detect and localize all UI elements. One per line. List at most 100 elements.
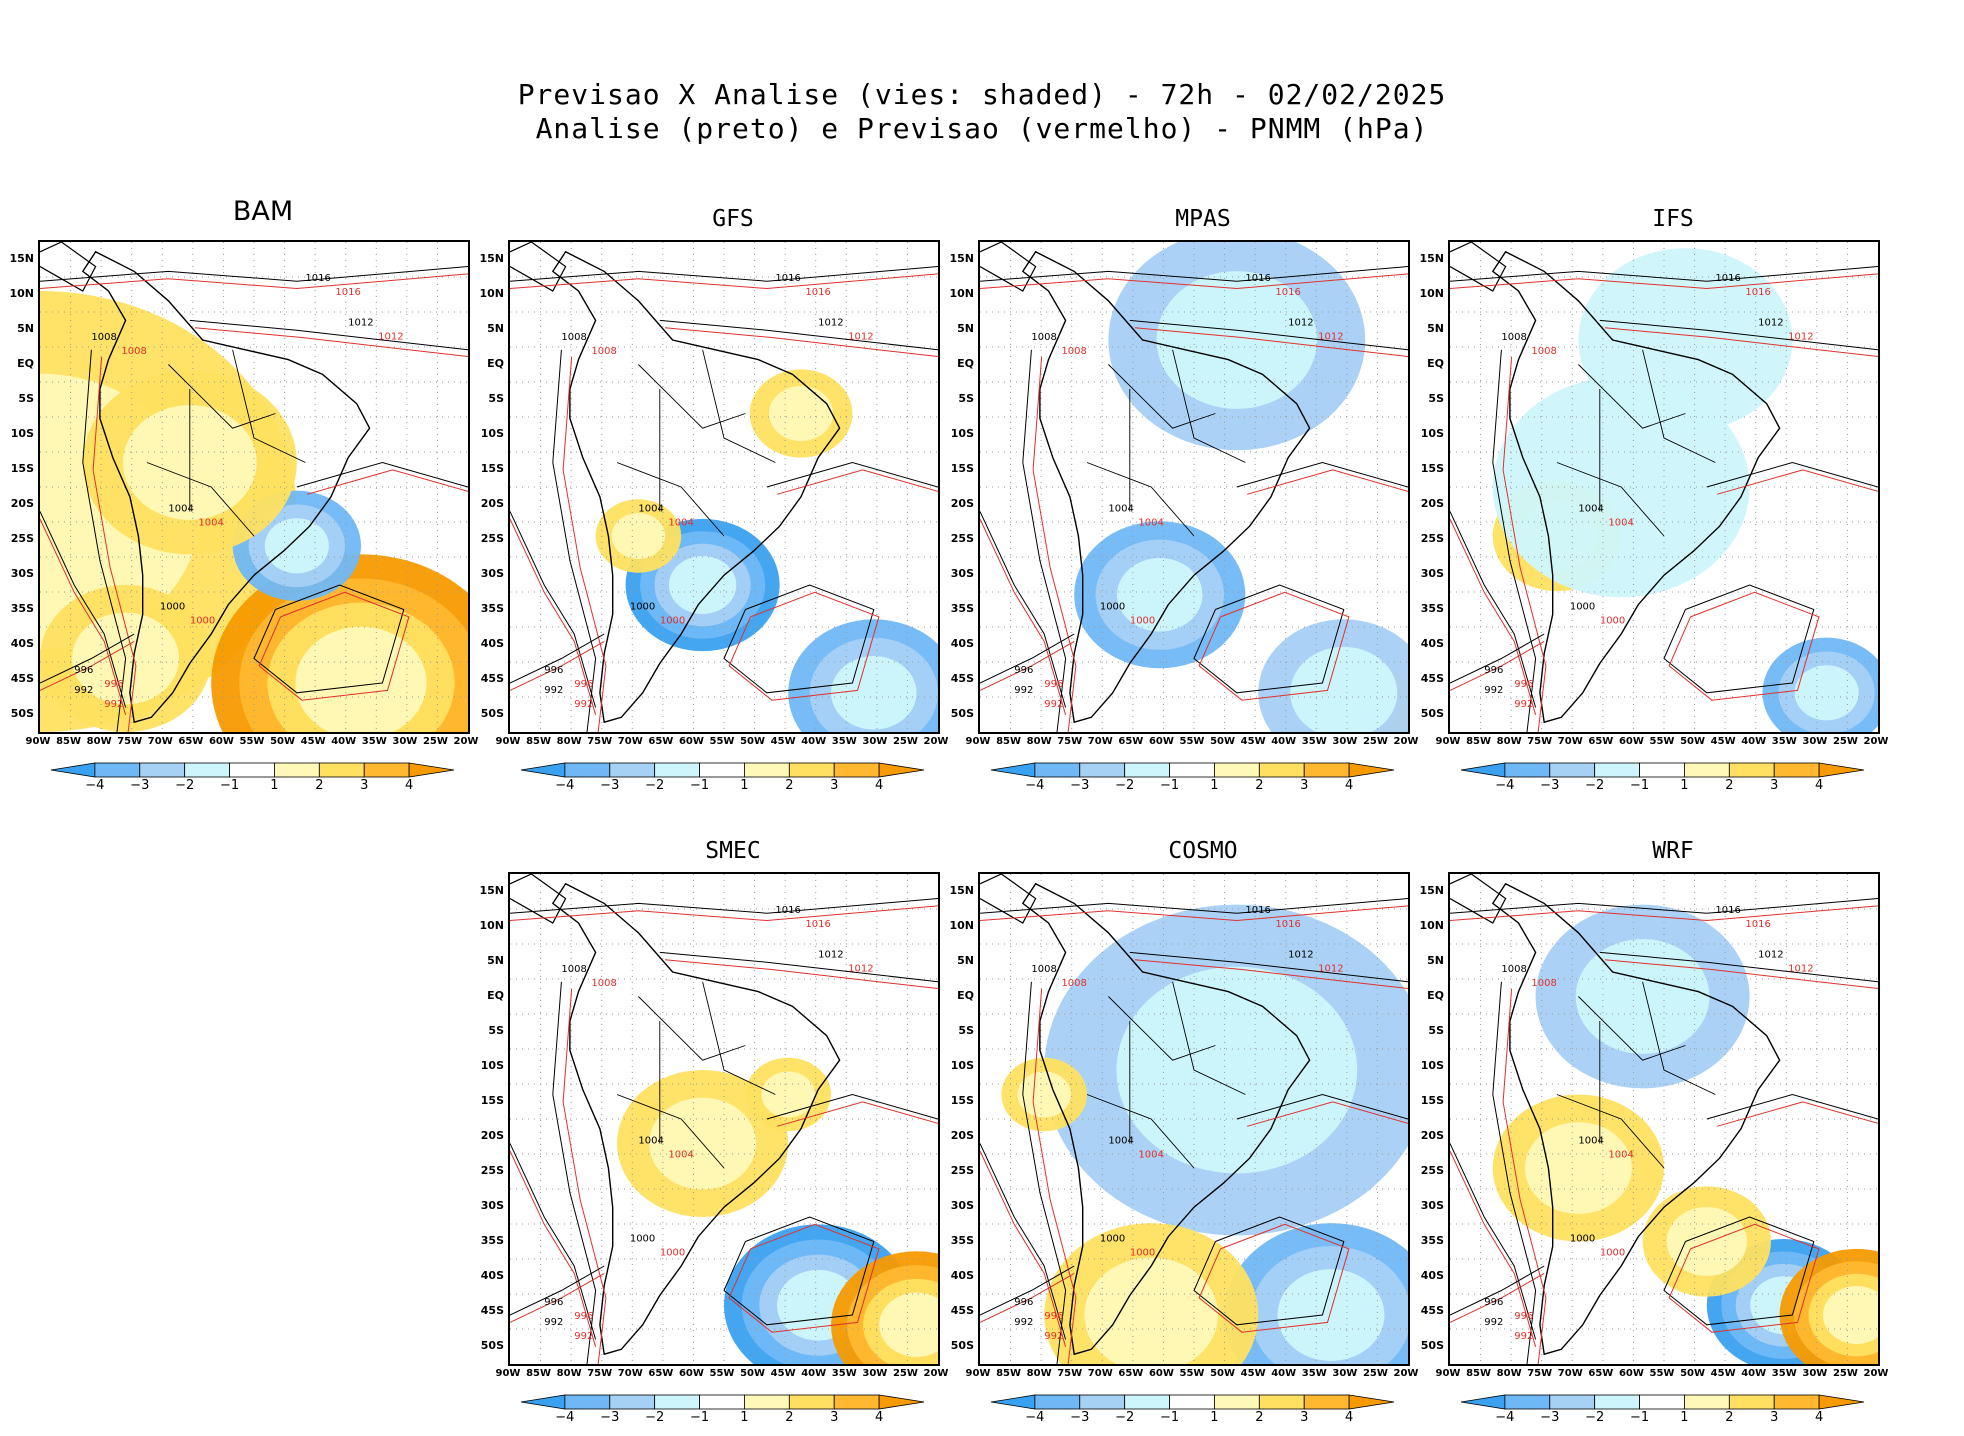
lon-label-ifs-13: 25W bbox=[1832, 736, 1858, 747]
isobar-forecast-3 bbox=[1450, 518, 1537, 715]
lon-label-wrf-5: 65W bbox=[1588, 1368, 1614, 1379]
coastline-central-america bbox=[40, 242, 97, 292]
isobar-label-analysis-2: 1008 bbox=[91, 332, 116, 343]
isobar-analysis-4 bbox=[1193, 584, 1345, 694]
isobar-label-forecast-3: 1004 bbox=[668, 518, 693, 529]
isobar-label-forecast-4: 1000 bbox=[660, 616, 685, 627]
lon-label-cosmo-7: 55W bbox=[1179, 1368, 1205, 1379]
lon-label-mpas-2: 80W bbox=[1026, 736, 1052, 747]
lat-label-gfs-1: 10N bbox=[479, 287, 504, 300]
colorbar-label-cosmo-4: 1 bbox=[1210, 1410, 1219, 1425]
map-canvas-mpas: 1016 1016 1012 1012 1008 1008 1004 1004 1000 1000… bbox=[980, 242, 1408, 732]
lon-label-smec-1: 85W bbox=[526, 1368, 552, 1379]
lon-label-smec-8: 50W bbox=[740, 1368, 766, 1379]
isobar-label-analysis-3: 1004 bbox=[1578, 504, 1603, 515]
lon-label-bam-1: 85W bbox=[56, 736, 82, 747]
isobar-label-analysis-1: 1012 bbox=[1758, 949, 1783, 960]
lat-label-gfs-11: 40S bbox=[480, 637, 504, 650]
bias-area-cosmo-0-1 bbox=[1116, 966, 1358, 1174]
colorbar-swatch-smec-2 bbox=[609, 1394, 656, 1410]
lon-label-cosmo-9: 45W bbox=[1240, 1368, 1266, 1379]
coastline-south-america bbox=[1021, 882, 1311, 1356]
isobar-label-analysis-6: 992 bbox=[74, 685, 93, 696]
lat-label-bam-4: 5S bbox=[18, 392, 34, 405]
colorbar-swatch-mpas-8 bbox=[1348, 762, 1395, 778]
colorbar-label-bam-5: 2 bbox=[315, 778, 324, 793]
colorbar-bam bbox=[50, 762, 456, 782]
colorbar-label-gfs-1: −3 bbox=[600, 778, 620, 793]
colorbar-swatch-mpas-0 bbox=[990, 762, 1036, 778]
lat-label-ifs-5: 10S bbox=[1420, 427, 1444, 440]
isobar-analysis-5 bbox=[766, 461, 938, 488]
isobar-label-forecast-3: 1004 bbox=[1138, 518, 1163, 529]
country-border-3 bbox=[1642, 349, 1716, 463]
lat-label-smec-5: 10S bbox=[480, 1059, 504, 1072]
map-canvas-gfs: 1016 1016 1012 1012 1008 1008 1004 1004 1000 1000… bbox=[510, 242, 938, 732]
lon-label-cosmo-4: 70W bbox=[1087, 1368, 1113, 1379]
lat-label-ifs-9: 30S bbox=[1420, 567, 1444, 580]
lon-label-cosmo-11: 35W bbox=[1301, 1368, 1327, 1379]
lon-label-wrf-12: 30W bbox=[1802, 1368, 1828, 1379]
isobar-analysis-5 bbox=[1236, 1093, 1408, 1120]
colorbar-swatch-gfs-3 bbox=[654, 762, 700, 778]
isobar-analysis-6 bbox=[40, 633, 135, 684]
lon-label-smec-0: 90W bbox=[495, 1368, 521, 1379]
panel-title-wrf: WRF bbox=[1652, 838, 1694, 864]
country-border-0 bbox=[1578, 364, 1686, 429]
lat-label-mpas-8: 25S bbox=[950, 532, 974, 545]
colorbar-label-smec-0: −4 bbox=[555, 1410, 575, 1425]
lat-label-gfs-12: 45S bbox=[480, 672, 504, 685]
lat-label-mpas-13: 50S bbox=[950, 707, 974, 720]
lat-label-smec-2: 5N bbox=[487, 954, 504, 967]
colorbar-label-wrf-4: 1 bbox=[1680, 1410, 1689, 1425]
bias-area-cosmo-3-1 bbox=[1017, 1071, 1071, 1118]
isobar-forecast-0 bbox=[510, 273, 938, 290]
figure-title-line1: Previsao X Analise (vies: shaded) - 72h … bbox=[517, 78, 1447, 111]
isobar-analysis-1 bbox=[1599, 319, 1878, 351]
isobar-label-forecast-3: 1004 bbox=[1608, 518, 1633, 529]
isobar-label-analysis-5: 996 bbox=[544, 665, 563, 676]
isobar-analysis-1 bbox=[1129, 319, 1408, 351]
country-border-0 bbox=[1108, 364, 1216, 429]
colorbar-swatch-ifs-4 bbox=[1639, 762, 1685, 778]
isobar-analysis-3 bbox=[510, 511, 597, 708]
colorbar-label-smec-6: 3 bbox=[830, 1410, 839, 1425]
lat-label-bam-5: 10S bbox=[10, 427, 34, 440]
isobar-forecast-3 bbox=[40, 518, 127, 715]
isobar-analysis-4 bbox=[1193, 1216, 1345, 1326]
lat-label-bam-7: 20S bbox=[10, 497, 34, 510]
lat-label-smec-13: 50S bbox=[480, 1339, 504, 1352]
colorbar-label-mpas-7: 4 bbox=[1344, 778, 1354, 793]
isobar-label-analysis-0: 1016 bbox=[1715, 905, 1740, 916]
colorbar-label-mpas-0: −4 bbox=[1025, 778, 1045, 793]
isobar-analysis-0 bbox=[1450, 898, 1878, 914]
isobar-forecast-6 bbox=[40, 640, 135, 691]
isobar-analysis-5 bbox=[1706, 461, 1878, 488]
lon-label-ifs-9: 45W bbox=[1710, 736, 1736, 747]
lat-label-bam-6: 15S bbox=[10, 462, 34, 475]
lat-label-mpas-10: 35S bbox=[950, 602, 974, 615]
lat-label-smec-8: 25S bbox=[480, 1164, 504, 1177]
lat-label-ifs-13: 50S bbox=[1420, 707, 1444, 720]
isobar-forecast-2 bbox=[562, 989, 607, 1364]
colorbar-label-gfs-6: 3 bbox=[830, 778, 839, 793]
isobar-label-forecast-5: 996 bbox=[1514, 679, 1533, 690]
colorbar-swatch-wrf-6 bbox=[1728, 1394, 1775, 1410]
isobar-forecast-2 bbox=[1032, 989, 1077, 1364]
isobar-label-forecast-5: 996 bbox=[1514, 1311, 1533, 1322]
colorbar-label-wrf-3: −1 bbox=[1629, 1410, 1650, 1425]
isobar-label-analysis-2: 1008 bbox=[1501, 332, 1526, 343]
isobar-label-forecast-6: 992 bbox=[1044, 1331, 1063, 1342]
lon-label-smec-3: 75W bbox=[587, 1368, 613, 1379]
bias-area-smec-3-1 bbox=[761, 1071, 815, 1118]
isobar-forecast-1 bbox=[1134, 959, 1408, 990]
isobar-label-forecast-6: 992 bbox=[1514, 699, 1533, 710]
lat-label-ifs-6: 15S bbox=[1420, 462, 1444, 475]
isobar-label-analysis-2: 1008 bbox=[561, 332, 586, 343]
isobar-analysis-5 bbox=[296, 461, 468, 488]
isobar-analysis-6 bbox=[510, 633, 605, 684]
bias-area-gfs-1-1 bbox=[768, 385, 834, 442]
isobar-forecast-4 bbox=[1668, 1223, 1820, 1333]
isobar-label-forecast-0: 1016 bbox=[1745, 287, 1770, 298]
lon-label-cosmo-13: 25W bbox=[1362, 1368, 1388, 1379]
